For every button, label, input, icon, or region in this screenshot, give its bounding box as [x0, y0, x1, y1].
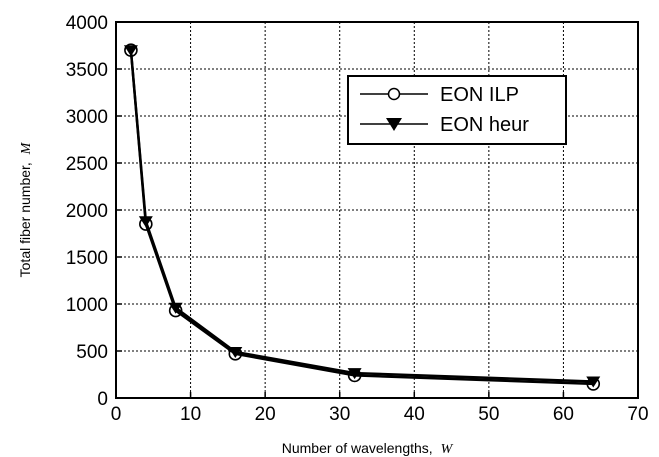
- heur-point: [123, 45, 138, 57]
- x-tick-label: 50: [478, 404, 499, 425]
- series-line-2: [129, 50, 594, 383]
- x-tick-label: 10: [180, 404, 201, 425]
- x-axis-label-text: Number of wavelengths,: [282, 440, 433, 456]
- x-tick-label: 60: [553, 404, 574, 425]
- x-axis-label-variable: W: [441, 442, 454, 457]
- y-tick-label: 500: [76, 342, 108, 363]
- legend-entry-1: EON ILP: [360, 84, 519, 106]
- heur-point: [228, 346, 243, 358]
- legend-entry-2: EON heur: [360, 114, 529, 136]
- y-tick-label: 1000: [66, 295, 108, 316]
- heur-point: [347, 368, 362, 380]
- data-markers: [123, 43, 601, 391]
- x-tick-label: 20: [255, 404, 276, 425]
- heur-point: [168, 302, 183, 314]
- y-tick-label: 3500: [66, 60, 108, 81]
- x-tick-label: 70: [627, 404, 648, 425]
- y-axis-ticks: 0 500 1000 1500 2000 2500 3000 3500 4000: [66, 13, 122, 410]
- x-tick-label: 40: [404, 404, 425, 425]
- y-tick-label: 2000: [66, 201, 108, 222]
- heur-point: [586, 376, 601, 388]
- series-lines: [129, 50, 594, 386]
- y-tick-label: 0: [97, 389, 108, 410]
- x-tick-label: 0: [111, 404, 122, 425]
- y-tick-label: 3000: [66, 107, 108, 128]
- x-axis-ticks: 0 10 20 30 40 50 60 70: [111, 392, 649, 425]
- x-axis-label: Number of wavelengths, W: [282, 440, 454, 457]
- legend-circle-marker: [387, 87, 401, 101]
- x-tick-label: 30: [329, 404, 350, 425]
- legend-label-2: EON heur: [440, 114, 529, 136]
- y-tick-label: 4000: [66, 13, 108, 34]
- legend: EON ILP EON heur: [347, 75, 567, 145]
- y-tick-label: 2500: [66, 154, 108, 175]
- y-tick-label: 1500: [66, 248, 108, 269]
- legend-triangle-marker: [386, 118, 402, 131]
- y-axis-label-variable: M: [19, 141, 34, 155]
- legend-label-1: EON ILP: [440, 84, 519, 106]
- heur-point: [138, 216, 153, 228]
- y-axis-label-text: Total fiber number,: [17, 162, 33, 277]
- legend-box: [347, 75, 567, 145]
- y-axis-label: Total fiber number, M: [17, 141, 34, 277]
